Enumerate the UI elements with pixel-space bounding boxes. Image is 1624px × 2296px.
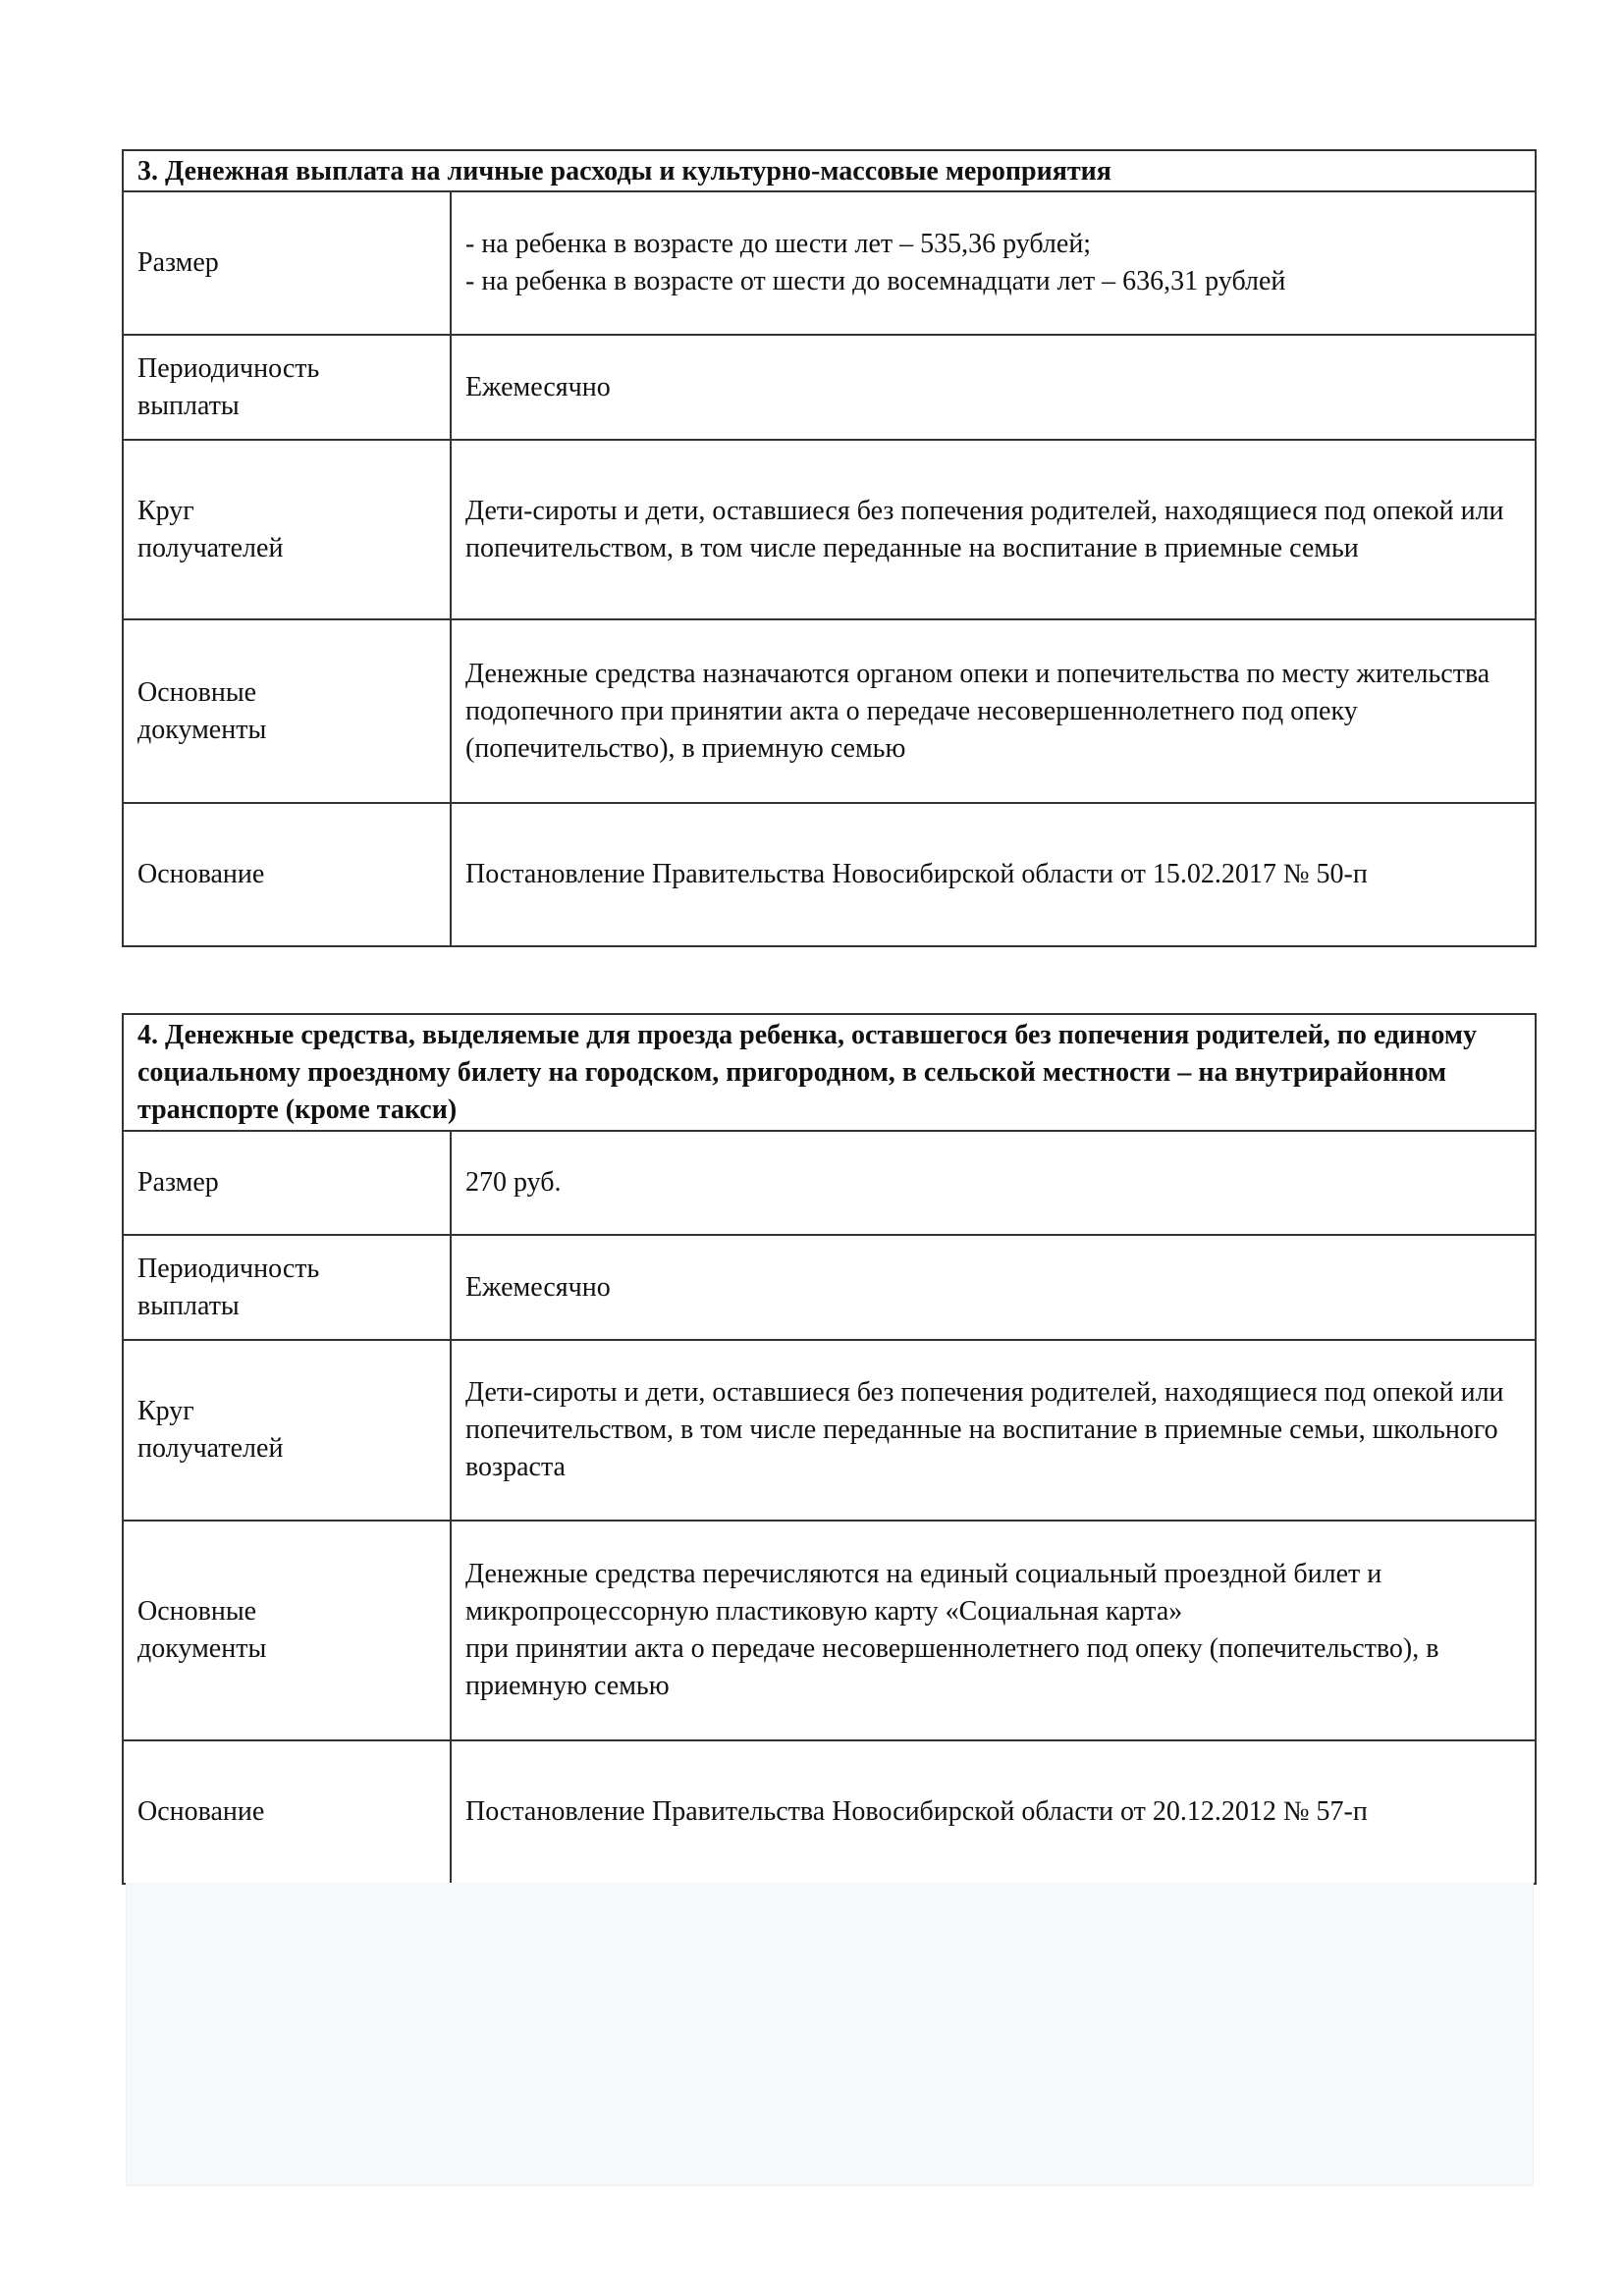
row-label: Круг получателей (122, 1339, 452, 1522)
row-label: Размер (122, 1130, 452, 1236)
table-row: Основные документы Денежные средства назн… (122, 618, 1537, 804)
row-label: Основание (122, 802, 452, 947)
section-4-table: 4. Денежные средства, выделяемые для про… (122, 1013, 1537, 1885)
row-value: Денежные средства назначаются органом оп… (450, 618, 1537, 804)
table-row: Основные документы Денежные средства пере… (122, 1520, 1537, 1741)
table-row: Круг получателей Дети-сироты и дети, оста… (122, 1339, 1537, 1522)
row-value: Постановление Правительства Новосибирско… (450, 802, 1537, 947)
row-label: Основание (122, 1739, 452, 1885)
table-row: Периодичность выплаты Ежемесячно (122, 334, 1537, 441)
row-value: 270 руб. (450, 1130, 1537, 1236)
row-value: Постановление Правительства Новосибирско… (450, 1739, 1537, 1885)
table-row: Размер - на ребенка в возрасте до шести л… (122, 190, 1537, 336)
row-label: Круг получателей (122, 439, 452, 620)
table-row: Круг получателей Дети-сироты и дети, оста… (122, 439, 1537, 620)
empty-placeholder-area (126, 1883, 1534, 2186)
row-value: Ежемесячно (450, 334, 1537, 441)
table-row: Периодичность выплаты Ежемесячно (122, 1234, 1537, 1341)
row-label: Основные документы (122, 1520, 452, 1741)
row-value: - на ребенка в возрасте до шести лет – 5… (450, 190, 1537, 336)
row-label: Основные документы (122, 618, 452, 804)
row-label: Периодичность выплаты (122, 1234, 452, 1341)
table-row: Основание Постановление Правительства Нов… (122, 802, 1537, 947)
row-label: Размер (122, 190, 452, 336)
section-title: 4. Денежные средства, выделяемые для про… (122, 1013, 1537, 1132)
row-value: Ежемесячно (450, 1234, 1537, 1341)
section-3-table: 3. Денежная выплата на личные расходы и … (122, 149, 1537, 947)
table-row: Основание Постановление Правительства Нов… (122, 1739, 1537, 1885)
row-value: Дети-сироты и дети, оставшиеся без попеч… (450, 1339, 1537, 1522)
section-title: 3. Денежная выплата на личные расходы и … (122, 149, 1537, 192)
row-value: Денежные средства перечисляются на едины… (450, 1520, 1537, 1741)
row-label: Периодичность выплаты (122, 334, 452, 441)
table-row: Размер 270 руб. (122, 1130, 1537, 1236)
row-value: Дети-сироты и дети, оставшиеся без попеч… (450, 439, 1537, 620)
